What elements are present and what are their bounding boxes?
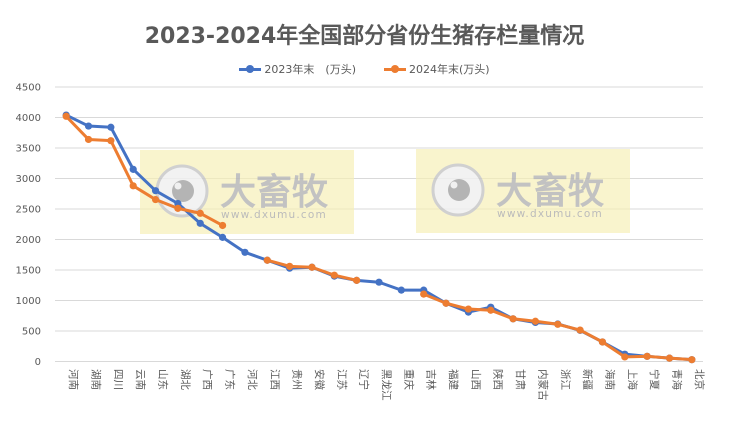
legend-marker-2023-icon — [239, 65, 262, 73]
data-point — [576, 326, 584, 334]
data-point — [308, 263, 316, 271]
x-tick-label: 山东 — [157, 369, 170, 390]
data-point — [330, 271, 338, 279]
data-point — [263, 256, 271, 264]
x-tick-label: 广东 — [224, 369, 237, 390]
legend-label-2024: 2024年末(万头) — [409, 63, 490, 76]
data-point — [84, 122, 93, 130]
x-tick-label: 宁夏 — [648, 369, 661, 390]
data-series — [62, 111, 696, 364]
x-tick-label: 安徽 — [313, 369, 326, 390]
y-tick-label: 1500 — [16, 266, 41, 277]
legend-label-2023: 2023年末 (万头) — [264, 63, 356, 76]
x-tick-label: 山西 — [469, 369, 481, 390]
x-tick-label: 河南 — [67, 369, 80, 390]
legend-item-2024: 2024年末(万头) — [384, 61, 490, 77]
x-tick-label: 上海 — [626, 369, 639, 390]
legend-item-2023: 2023年末 (万头) — [239, 61, 356, 77]
data-point — [353, 276, 361, 284]
x-tick-label: 河北 — [246, 369, 258, 390]
x-tick-label: 贵州 — [291, 369, 304, 390]
x-tick-label: 吉林 — [425, 369, 438, 390]
data-point — [129, 165, 137, 173]
y-tick-label: 2000 — [16, 235, 41, 246]
y-tick-label: 3500 — [16, 144, 41, 155]
data-point — [218, 221, 227, 230]
y-tick-label: 0 — [35, 357, 41, 368]
data-point — [442, 299, 450, 307]
data-point — [464, 305, 472, 313]
y-tick-label: 2500 — [16, 205, 41, 216]
x-tick-label: 重庆 — [402, 369, 415, 390]
chart-legend: 2023年末 (万头) 2024年末(万头) — [0, 61, 729, 77]
x-tick-label: 青海 — [670, 369, 683, 390]
x-tick-label: 广西 — [201, 369, 213, 390]
legend-marker-2024-icon — [384, 65, 406, 73]
x-tick-label: 江西 — [268, 369, 280, 390]
data-point — [84, 135, 93, 144]
watermark-url: www.dxumu.com — [221, 209, 327, 221]
x-tick-label: 北京 — [693, 369, 706, 390]
x-axis-labels: 河南 湖南 四川 云南 山东 湖北 广西 广东 河北 江西 贵州 安徽 江苏 辽宁 黑龙江 重庆 吉林 福建 山西陕… — [67, 369, 706, 401]
data-point — [151, 195, 160, 204]
x-tick-label: 湖南 — [90, 369, 103, 390]
y-tick-label: 3000 — [16, 174, 41, 185]
data-point — [554, 320, 562, 328]
watermark-brand: 大畜牧 — [496, 171, 605, 212]
data-point — [107, 137, 115, 145]
series-line — [64, 114, 225, 227]
data-point — [241, 248, 249, 256]
data-point — [509, 315, 517, 323]
data-point — [420, 290, 428, 298]
data-point — [621, 353, 629, 361]
y-tick-label: 500 — [22, 327, 41, 338]
data-point — [218, 233, 227, 241]
x-tick-label: 海南 — [603, 369, 616, 390]
y-tick-label: 4500 — [16, 83, 41, 94]
x-tick-label: 福建 — [447, 369, 460, 390]
watermark-brand: 大畜牧 — [220, 172, 329, 213]
data-point — [531, 317, 540, 325]
y-axis-labels: 0 500 1000 1500 2000 2500 3000 3500 4000 4500 — [16, 83, 41, 369]
x-tick-label: 四川 — [112, 369, 124, 390]
series-1 — [62, 112, 696, 364]
x-tick-label: 甘肃 — [514, 369, 527, 390]
x-tick-label: 江苏 — [335, 369, 348, 390]
data-point — [487, 306, 495, 314]
x-tick-label: 湖北 — [179, 369, 191, 390]
data-point — [107, 123, 115, 131]
x-tick-label: 内蒙古 — [536, 369, 549, 401]
watermark-url: www.dxumu.com — [497, 208, 603, 220]
data-point — [375, 278, 383, 286]
x-tick-label: 云南 — [134, 369, 147, 390]
data-point — [174, 204, 182, 212]
data-point — [151, 187, 160, 195]
data-point — [286, 262, 294, 270]
x-tick-label: 新疆 — [581, 369, 594, 390]
data-point — [598, 338, 607, 346]
data-point — [196, 209, 204, 217]
data-point — [643, 352, 651, 360]
y-tick-label: 1000 — [16, 296, 41, 307]
data-point — [196, 219, 204, 227]
x-tick-label: 陕西 — [492, 369, 505, 390]
data-point — [665, 354, 674, 362]
x-tick-label: 浙江 — [559, 369, 571, 390]
x-tick-label: 黑龙江 — [380, 369, 393, 401]
data-point — [397, 286, 405, 294]
x-tick-label: 辽宁 — [358, 369, 371, 390]
data-point — [129, 182, 137, 190]
y-tick-label: 4000 — [16, 113, 41, 124]
data-point — [688, 356, 696, 364]
chart-title: 2023-2024年全国部分省份生猪存栏量情况 — [144, 24, 585, 49]
data-point — [62, 112, 70, 120]
